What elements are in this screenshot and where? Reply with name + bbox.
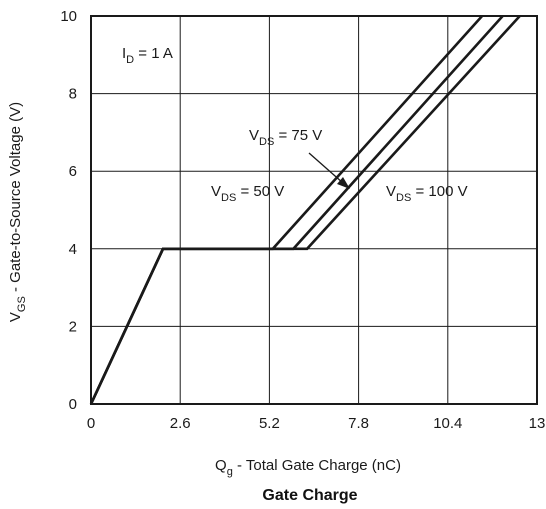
series-line-vds50 (89, 15, 484, 405)
annotation-vds75-arrowhead (337, 177, 350, 189)
y-tick-label-3: 6 (69, 163, 77, 180)
y-tick-label-4: 8 (69, 86, 77, 103)
chart-caption: Gate Charge (262, 487, 357, 504)
y-tick-label-1: 2 (69, 318, 77, 335)
x-tick-label-1: 2.6 (170, 415, 191, 432)
annotation-vds75-leader (308, 152, 344, 184)
series-line-vds100 (89, 15, 521, 405)
plot-border (90, 15, 538, 405)
y-tick-label-5: 10 (60, 8, 77, 25)
x-tick-label-4: 10.4 (433, 415, 462, 432)
x-axis-title: Qg - Total Gate Charge (nC) (215, 457, 401, 478)
x-tick-label-0: 0 (87, 415, 95, 432)
grid (90, 15, 538, 405)
series-line-vds75 (89, 15, 504, 405)
annotation-vds100: VDS = 100 V (386, 183, 468, 204)
x-tick-label-5: 13 (529, 415, 546, 432)
y-tick-label-2: 4 (69, 241, 77, 258)
y-tick-label-0: 0 (69, 396, 77, 413)
annotation-vds75: VDS = 75 V (249, 127, 322, 148)
series-group (89, 15, 521, 405)
annotation-id: ID = 1 A (122, 45, 173, 66)
x-tick-label-2: 5.2 (259, 415, 280, 432)
x-tick-label-3: 7.8 (348, 415, 369, 432)
annotation-vds50: VDS = 50 V (211, 183, 284, 204)
plot-frame (90, 15, 538, 405)
y-axis-title: VGS - Gate-to-Source Voltage (V) (7, 102, 28, 322)
tick-labels: 0 2.6 5.2 7.8 10.4 13 0 2 4 6 8 10 (60, 8, 545, 432)
